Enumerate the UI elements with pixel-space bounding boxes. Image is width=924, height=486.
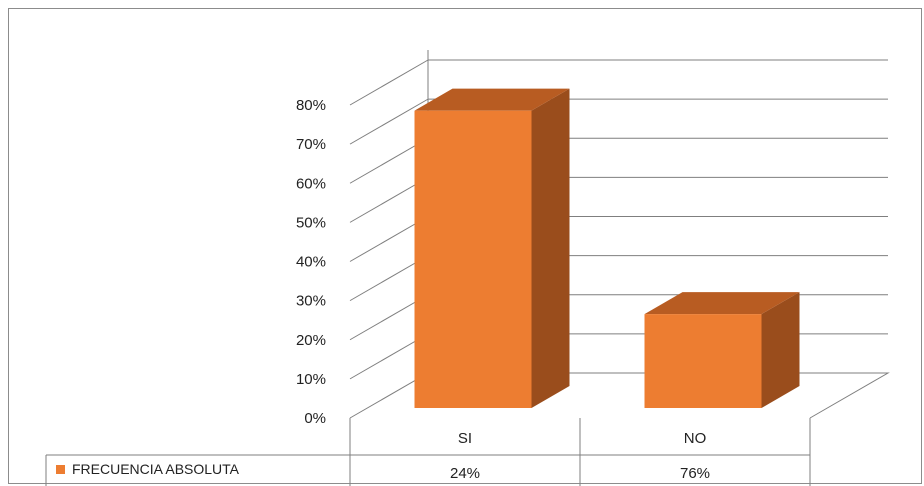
bars	[414, 88, 800, 409]
bar-no	[644, 292, 800, 408]
table-value: 76%	[680, 465, 710, 482]
bar-front	[414, 110, 532, 409]
y-tick-label: 50%	[296, 214, 326, 231]
bar-side	[761, 292, 800, 408]
y-tick-label: 0%	[304, 410, 326, 427]
bar-front	[644, 314, 762, 408]
y-tick-label: 20%	[296, 332, 326, 349]
y-tick-label: 60%	[296, 175, 326, 192]
bar-side	[531, 88, 570, 409]
legend-swatch	[56, 465, 65, 474]
gridline-wall	[349, 98, 429, 145]
gridline-wall	[349, 59, 429, 106]
x-category-label: NO	[684, 430, 707, 447]
y-tick-label: 40%	[296, 254, 326, 271]
y-tick-label: 10%	[296, 371, 326, 388]
y-axis-ticks: 0% 10% 20% 30% 40% 50% 60% 70% 80%	[296, 97, 326, 427]
y-tick-label: 80%	[296, 97, 326, 114]
bar-si	[414, 88, 570, 409]
bar-top	[644, 292, 800, 315]
table-value: 24%	[450, 465, 480, 482]
x-category-label: SI	[458, 430, 472, 447]
bar-top	[414, 88, 570, 111]
y-tick-label: 30%	[296, 293, 326, 310]
y-tick-label: 70%	[296, 136, 326, 153]
legend-label: FRECUENCIA ABSOLUTA	[72, 461, 240, 477]
data-table: SI 24% NO 76% FRECUENCIA ABSOLUTA	[45, 418, 811, 486]
